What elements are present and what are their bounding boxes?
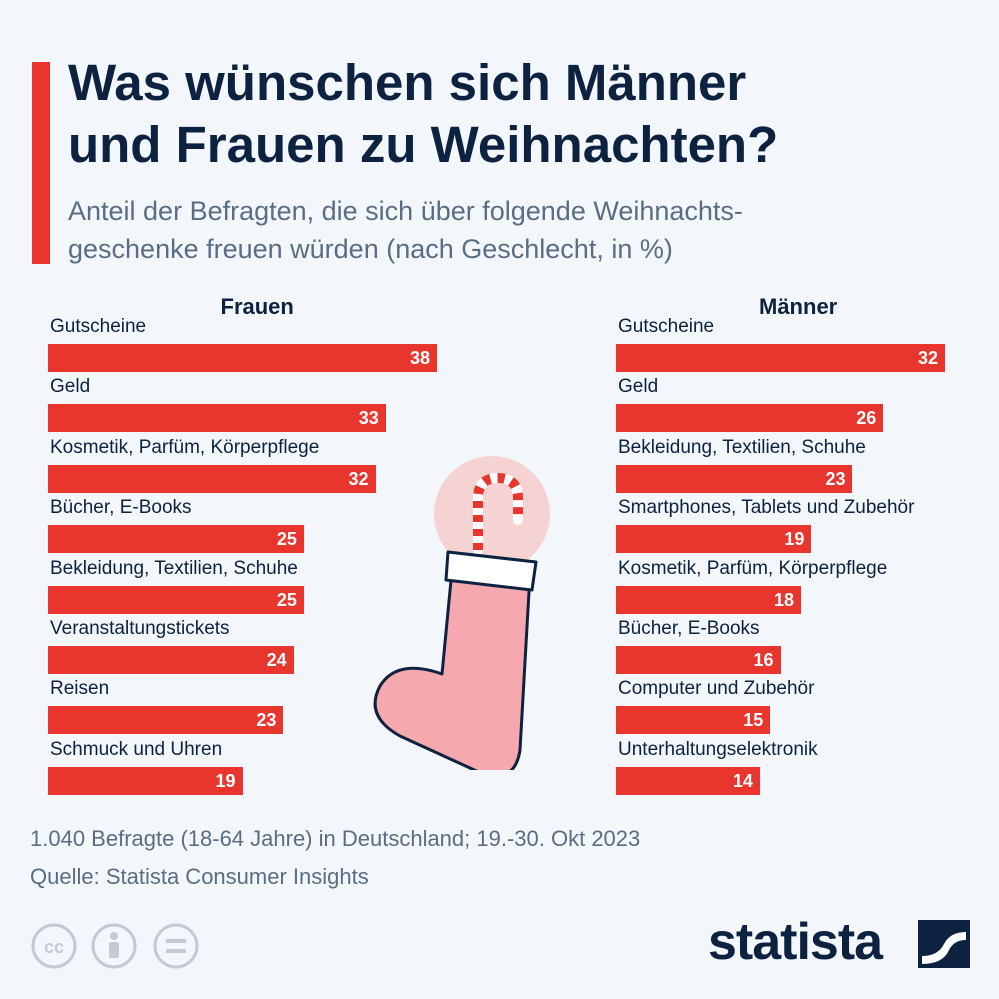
bar-value-label: 32 <box>917 348 938 368</box>
bar-label: Gutscheine <box>618 316 715 337</box>
bar-label: Smartphones, Tablets und Zubehör <box>618 497 915 519</box>
bar: 25 <box>48 525 304 554</box>
bar-label: Reisen <box>50 678 110 700</box>
license-icons: cc <box>31 923 199 969</box>
bar: 32 <box>48 464 376 493</box>
bar-label: Schmuck und Uhren <box>50 738 223 760</box>
bar-value-label: 32 <box>348 468 369 489</box>
page-title: Was wünschen sich Männer und Frauen zu W… <box>68 54 779 173</box>
statista-logo-icon <box>918 920 970 968</box>
bar-label: Bücher, E-Books <box>50 497 192 519</box>
bar-value-label: 33 <box>358 408 379 429</box>
bar-value-label: 25 <box>276 529 297 550</box>
bar-value-label: 24 <box>266 650 287 670</box>
bar-value-label: 18 <box>774 589 795 610</box>
source-note: Quelle: Statista Consumer Insights <box>30 864 369 889</box>
bar-label: Bücher, E-Books <box>618 618 760 639</box>
bar-value-label: 16 <box>753 650 774 670</box>
bar: 16 <box>616 646 781 674</box>
bar-label: Unterhaltungselektronik <box>618 738 818 760</box>
bar: 38 <box>48 344 437 372</box>
attribution-icon <box>91 923 137 969</box>
bar-label: Geld <box>50 376 91 398</box>
panel-title: Frauen <box>220 294 294 319</box>
bar: 19 <box>48 766 243 795</box>
bar: 26 <box>616 404 884 433</box>
bar: 14 <box>616 766 760 795</box>
bar-value-label: 38 <box>409 348 430 368</box>
bar-label: Bekleidung, Textilien, Schuhe <box>50 557 298 579</box>
bar-value-label: 23 <box>825 468 846 489</box>
bar: 23 <box>48 706 284 735</box>
bar-label: Gutscheine <box>50 316 147 337</box>
bar-value-label: 26 <box>856 408 877 429</box>
survey-note: 1.040 Befragte (18-64 Jahre) in Deutschl… <box>30 826 641 851</box>
bar-value-label: 23 <box>256 710 277 731</box>
page-subtitle: Anteil der Befragten, die sich über folg… <box>68 196 743 264</box>
bar: 18 <box>616 585 802 614</box>
bar-label: Geld <box>618 376 659 398</box>
bar: 25 <box>48 585 304 614</box>
bar-label: Kosmetik, Parfüm, Körperpflege <box>618 557 888 579</box>
cc-icon: cc <box>31 923 77 969</box>
bar: 23 <box>616 464 853 493</box>
bar-value-label: 14 <box>732 770 753 791</box>
svg-text:cc: cc <box>44 937 64 957</box>
bar: 24 <box>48 646 294 674</box>
bar-value-label: 19 <box>215 770 236 791</box>
bar-label: Kosmetik, Parfüm, Körperpflege <box>50 436 320 458</box>
bar-value-label: 25 <box>276 589 297 610</box>
bar: 15 <box>616 706 771 735</box>
panel-title: Männer <box>759 294 838 319</box>
christmas-stocking-icon <box>373 456 550 770</box>
statista-logo: statista <box>708 913 883 971</box>
bar: 32 <box>616 344 945 372</box>
bar: 33 <box>48 404 386 433</box>
bar-label: Bekleidung, Textilien, Schuhe <box>618 436 866 458</box>
bar-label: Computer und Zubehör <box>618 678 815 700</box>
bar-value-label: 19 <box>784 529 805 550</box>
title-accent-bar <box>32 62 50 264</box>
no-derivatives-icon <box>153 923 199 969</box>
bar: 19 <box>616 525 812 554</box>
bar-value-label: 15 <box>743 710 764 731</box>
bar-label: Veranstaltungstickets <box>50 618 230 639</box>
